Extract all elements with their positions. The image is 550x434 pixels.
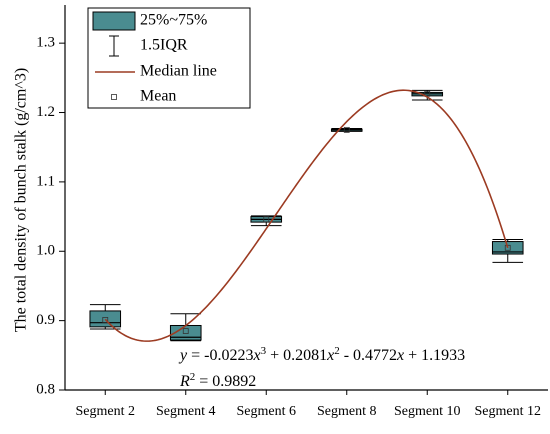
mean-marker <box>182 328 189 334</box>
equation-part: y <box>178 347 188 364</box>
fit-equation: y = -0.0223x3 + 0.2081x2 - 0.4772x + 1.1… <box>178 345 465 364</box>
r-squared: R2 = 0.9892 <box>179 371 256 390</box>
legend-box-icon <box>92 11 136 31</box>
equation-part: x <box>252 347 260 364</box>
mean-marker <box>102 317 109 323</box>
equation-part: 3 <box>261 345 267 357</box>
legend-label: 25%~75% <box>140 12 207 29</box>
mean-marker <box>343 126 350 133</box>
r2-part: = 0.9892 <box>195 373 256 390</box>
y-tick-label: 1.0 <box>36 243 55 259</box>
y-tick-label: 1.2 <box>36 104 55 120</box>
fit-curve <box>104 89 509 342</box>
x-tick-label: Segment 10 <box>394 404 461 419</box>
legend-mean-icon <box>111 94 117 100</box>
equation-part: = -0.0223 <box>187 347 253 364</box>
equation-part: x <box>326 347 334 364</box>
legend-label: 1.5IQR <box>140 37 188 54</box>
y-tick-label: 0.8 <box>36 381 55 397</box>
equation-part: - 0.4772 <box>340 347 397 364</box>
equation-part: + 1.1933 <box>404 347 465 364</box>
legend-label: Median line <box>140 63 217 80</box>
r2-part: R <box>179 373 190 390</box>
equation-part: 2 <box>334 345 340 357</box>
box <box>89 310 122 328</box>
equation-part: + 0.2081 <box>266 347 327 364</box>
y-tick-label: 1.1 <box>36 173 55 189</box>
legend-label: Mean <box>140 88 176 105</box>
x-tick-label: Segment 2 <box>76 404 136 419</box>
y-axis-title: The total density of bunch stalk (g/cm^3… <box>13 68 30 332</box>
x-tick-label: Segment 12 <box>475 404 542 419</box>
y-tick-label: 1.3 <box>36 35 55 51</box>
mean-marker <box>263 216 270 223</box>
equation-part: x <box>396 347 404 364</box>
y-tick-label: 0.9 <box>36 312 55 328</box>
x-tick-label: Segment 6 <box>237 404 297 419</box>
x-tick-label: Segment 4 <box>156 404 216 419</box>
r2-part: 2 <box>190 371 196 383</box>
x-tick-label: Segment 8 <box>317 404 377 419</box>
